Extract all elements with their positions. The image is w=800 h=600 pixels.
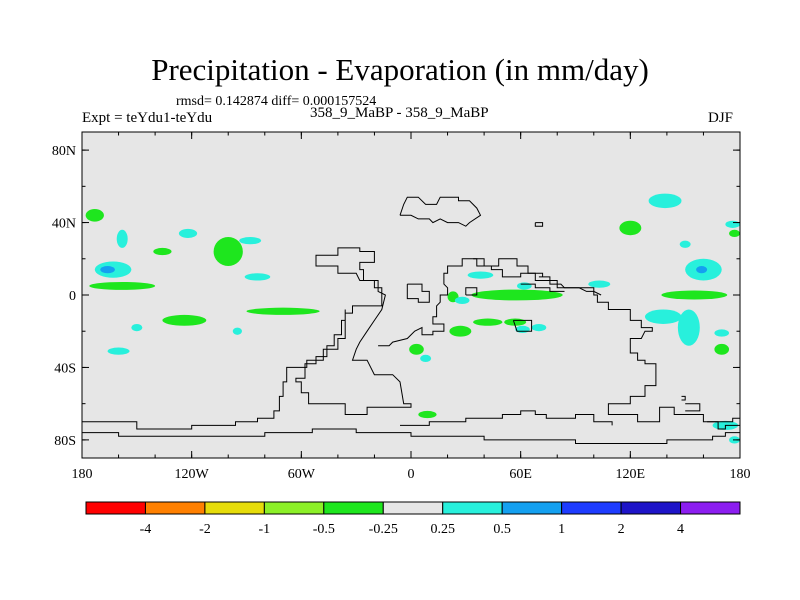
contour-fill-layer xyxy=(85,193,740,444)
contour-region xyxy=(246,307,320,315)
contour-region xyxy=(213,237,243,267)
contour-region xyxy=(467,271,494,279)
y-tick-label: 40S xyxy=(54,361,76,376)
colorbar-label: 2 xyxy=(618,522,625,537)
coastline xyxy=(399,196,482,227)
colorbar-label: -2 xyxy=(199,522,211,537)
contour-region xyxy=(232,327,242,335)
contour-region xyxy=(454,296,470,305)
colorbar-label: 0.25 xyxy=(430,522,455,537)
x-tick-label: 60W xyxy=(288,467,316,482)
colorbar-label: 1 xyxy=(558,522,565,537)
x-tick-label: 0 xyxy=(408,467,415,482)
contour-region xyxy=(420,354,432,363)
contour-region xyxy=(89,281,156,290)
coastline xyxy=(82,247,412,430)
coastline-layer xyxy=(82,196,740,444)
experiment-label: Expt = teYdu1-teYdu xyxy=(82,110,213,126)
colorbar-swatch xyxy=(442,501,503,515)
x-tick-label: 120W xyxy=(175,467,210,482)
contour-region xyxy=(714,329,730,337)
y-tick-label: 80N xyxy=(52,144,76,159)
contour-region xyxy=(239,237,262,245)
contour-region xyxy=(648,193,682,209)
coastline xyxy=(685,403,701,412)
season-label: DJF xyxy=(708,110,734,126)
colorbar-label: -1 xyxy=(259,522,271,537)
coastline xyxy=(406,283,430,303)
colorbar-swatch xyxy=(620,501,682,515)
contour-region xyxy=(644,309,682,324)
coastline xyxy=(465,287,478,296)
y-tick-label: 0 xyxy=(69,289,76,304)
colorbar-swatch xyxy=(382,501,444,515)
colorbar-swatch xyxy=(680,501,741,515)
stats-label: rmsd= 0.142874 diff= 0.000157524 xyxy=(176,94,377,109)
coastline xyxy=(707,421,740,430)
colorbar-label: -0.5 xyxy=(313,522,335,537)
x-tick-label: 180 xyxy=(72,467,93,482)
period-label: 358_9_MaBP - 358_9_MaBP xyxy=(310,105,489,121)
coastline xyxy=(512,319,533,332)
coastline xyxy=(473,258,544,277)
x-tick-label: 180 xyxy=(730,467,751,482)
contour-region xyxy=(162,314,207,326)
colorbar-label: -0.25 xyxy=(369,522,398,537)
contour-region xyxy=(729,229,740,238)
contour-region xyxy=(131,323,143,332)
contour-region xyxy=(449,325,472,337)
contour-region xyxy=(714,343,730,355)
contour-region xyxy=(725,220,740,228)
contour-region xyxy=(116,229,128,248)
axis-ticks: 180 120W 60W 0 60E 120E 180 80N 40N 0 40S 80S xyxy=(52,132,751,482)
chart-title: Precipitation - Evaporation (in mm/day) xyxy=(151,52,649,87)
colorbar-swatch xyxy=(501,501,563,515)
coastline xyxy=(681,395,686,401)
colorbar-swatch xyxy=(263,501,325,515)
colorbar-swatch xyxy=(204,501,265,515)
contour-region xyxy=(107,347,130,355)
contour-region xyxy=(531,323,547,332)
contour-region xyxy=(471,289,563,301)
coastline xyxy=(82,428,740,444)
contour-region xyxy=(515,325,530,334)
contour-region xyxy=(661,290,728,300)
contour-region xyxy=(418,410,437,419)
contour-region xyxy=(409,343,424,355)
colorbar-swatch xyxy=(85,501,146,515)
colorbar-label: 4 xyxy=(677,522,684,537)
y-tick-label: 40N xyxy=(52,217,76,232)
contour-region xyxy=(588,280,611,288)
x-tick-label: 120E xyxy=(616,467,646,482)
colorbar-swatch xyxy=(323,501,384,515)
colorbar-label: -4 xyxy=(140,522,152,537)
coastline xyxy=(520,283,565,292)
contour-region xyxy=(696,266,708,274)
coastline xyxy=(534,222,544,227)
contour-region xyxy=(178,228,198,238)
contour-region xyxy=(153,247,172,256)
colorbar-swatch xyxy=(144,501,206,515)
contour-region xyxy=(619,220,642,236)
coastline xyxy=(538,276,602,296)
contour-region xyxy=(244,273,271,281)
contour-region xyxy=(100,266,115,274)
contour-region xyxy=(517,282,532,290)
colorbar: -4 -2 -1 -0.5 -0.25 0.25 0.5 1 2 4 xyxy=(85,501,741,537)
coastline xyxy=(400,410,613,426)
contour-region xyxy=(473,318,503,326)
colorbar-swatch xyxy=(561,501,622,515)
y-tick-label: 80S xyxy=(54,434,76,449)
plot-background xyxy=(82,132,740,458)
x-tick-label: 60E xyxy=(509,467,532,482)
contour-region xyxy=(679,240,691,248)
contour-region xyxy=(677,309,700,346)
colorbar-label: 0.5 xyxy=(493,522,511,537)
contour-region xyxy=(85,208,104,222)
